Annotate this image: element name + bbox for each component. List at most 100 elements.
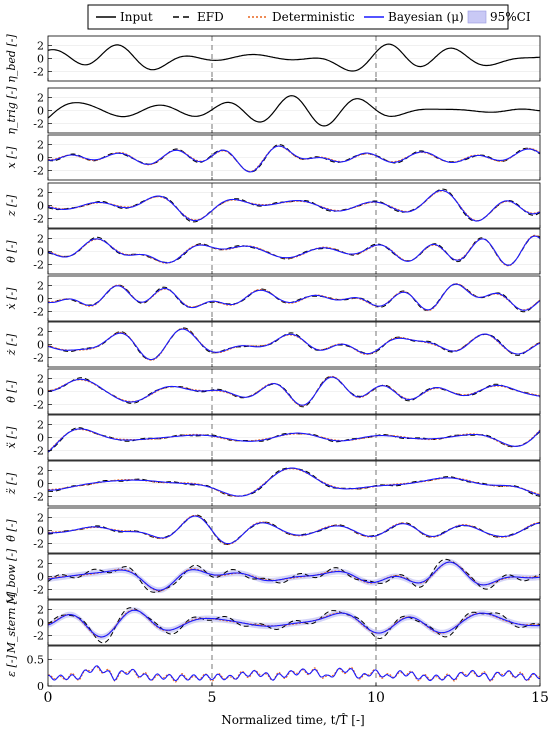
y-axis-label: x [-]	[5, 146, 18, 169]
panel-1: 20-2 η_trig [-]	[5, 86, 541, 135]
y-tick-label: 0	[37, 617, 44, 630]
y-tick-label: 2	[37, 92, 44, 105]
panel-3: 20-2 z [-]	[5, 182, 541, 229]
y-axis-label: ẋ [-]	[5, 287, 18, 310]
y-tick-label: 2	[37, 326, 44, 339]
y-axis-label: M_stern [-]	[5, 591, 18, 654]
y-tick-label: 0	[37, 53, 44, 66]
y-axis-label: z [-]	[5, 194, 18, 217]
y-tick-label: -2	[33, 583, 44, 596]
panel-8: 20-2 ẍ [-]	[5, 414, 541, 461]
x-tick-label: 0	[44, 690, 53, 706]
legend-item-2: Deterministic	[248, 10, 355, 24]
y-tick-label: -2	[33, 351, 44, 364]
y-tick-label: -2	[33, 537, 44, 550]
series-input	[47, 43, 541, 72]
series-bayesian	[47, 376, 541, 406]
panel-2: 20-2 x [-]	[5, 134, 541, 181]
series-bayesian	[47, 428, 541, 453]
x-tick-label: 10	[367, 690, 385, 706]
y-tick-label: 0	[37, 478, 44, 491]
y-tick-label: 2	[37, 187, 44, 200]
y-axis-label: ε [-]	[5, 654, 18, 676]
y-tick-label: 0	[37, 680, 44, 693]
x-axis-label: Normalized time, t/T̂ [-]	[221, 712, 364, 727]
series-bayesian	[47, 145, 541, 173]
series-efd	[47, 467, 541, 497]
legend-item-0: Input	[96, 10, 153, 24]
series-bayesian	[48, 515, 541, 545]
series-deterministic	[47, 665, 541, 683]
y-tick-label: 0	[37, 105, 44, 118]
y-tick-label: 0.5	[27, 653, 45, 666]
panel-9: 20-2 z̈ [-]	[5, 460, 541, 507]
series-deterministic	[47, 234, 541, 267]
y-tick-label: -2	[33, 258, 44, 271]
y-tick-label: 2	[37, 558, 44, 571]
legend: Input EFD Deterministic Bayesian (μ) 95%CI	[87, 4, 531, 30]
y-axis-label: ż [-]	[5, 333, 18, 356]
panel-stack: 20-2η_bed [-]20-2η_trig [-]20-2x [-]20-2…	[5, 34, 541, 693]
y-axis-label: M_bow [-]	[5, 548, 18, 605]
y-tick-label: -2	[33, 398, 44, 411]
y-tick-label: 0	[37, 571, 44, 584]
x-axis: 0 5 10 15	[44, 690, 549, 706]
y-axis-label: θ [-]	[5, 240, 18, 263]
legend-swatch	[467, 10, 487, 24]
series-bayesian	[48, 467, 541, 497]
y-tick-label: 0	[37, 432, 44, 445]
panel-4: 20-2 θ [-]	[5, 228, 541, 275]
series-efd	[47, 234, 541, 266]
y-tick-label: -2	[33, 65, 44, 78]
panel-11: 20-2 M_bow [-]	[5, 548, 541, 605]
y-tick-label: -2	[33, 117, 44, 130]
series-deterministic	[47, 428, 541, 452]
y-tick-label: 2	[37, 373, 44, 386]
y-tick-label: -2	[33, 629, 44, 642]
panel-13: 0.5 0 ε [-]	[5, 645, 541, 693]
series-bayesian	[47, 189, 541, 222]
legend-label: 95%CI	[490, 10, 531, 24]
legend-item-1: EFD	[173, 10, 224, 24]
series-bayesian	[47, 283, 541, 311]
legend-item-3: Bayesian (μ)	[364, 10, 464, 24]
y-tick-label: -2	[33, 212, 44, 225]
y-axis-label: η_bed [-]	[5, 34, 18, 83]
y-tick-label: -2	[33, 164, 44, 177]
series-bayesian	[47, 609, 540, 638]
y-tick-label: -2	[33, 305, 44, 318]
y-tick-label: 2	[37, 40, 44, 53]
y-tick-label: 0	[37, 339, 44, 352]
y-tick-label: 0	[37, 152, 44, 165]
legend-label: Bayesian (μ)	[388, 10, 464, 24]
series-deterministic	[47, 375, 541, 407]
series-bayesian	[47, 235, 541, 266]
y-axis-label: ẍ [-]	[5, 426, 18, 449]
panel-12: 20-2 M_stern [-]	[5, 591, 541, 654]
series-efd	[48, 514, 541, 546]
y-tick-label: -2	[33, 444, 44, 457]
series-deterministic	[47, 283, 541, 312]
legend-label: Input	[120, 10, 153, 24]
y-axis-label: η_trig [-]	[5, 86, 18, 135]
y-axis-label: θ̈ [-]	[5, 519, 18, 542]
legend-label: Deterministic	[272, 10, 355, 24]
y-tick-label: 0	[37, 246, 44, 259]
series-bayesian	[47, 328, 541, 361]
y-axis-label: θ̇ [-]	[5, 380, 18, 403]
y-tick-label: 0	[37, 293, 44, 306]
y-tick-label: 0	[37, 525, 44, 538]
panel-0: 20-2 η_bed [-]	[5, 34, 541, 83]
series-deterministic	[47, 514, 541, 545]
series-efd	[47, 558, 541, 593]
legend-item-4: 95%CI	[467, 10, 531, 24]
series-bayesian	[47, 561, 541, 591]
series-deterministic	[47, 468, 541, 497]
y-tick-label: 0	[37, 386, 44, 399]
legend-frame	[87, 4, 509, 30]
series-bayesian	[47, 665, 541, 682]
y-tick-label: 2	[37, 419, 44, 432]
y-tick-label: 0	[37, 200, 44, 213]
y-tick-label: 2	[37, 604, 44, 617]
